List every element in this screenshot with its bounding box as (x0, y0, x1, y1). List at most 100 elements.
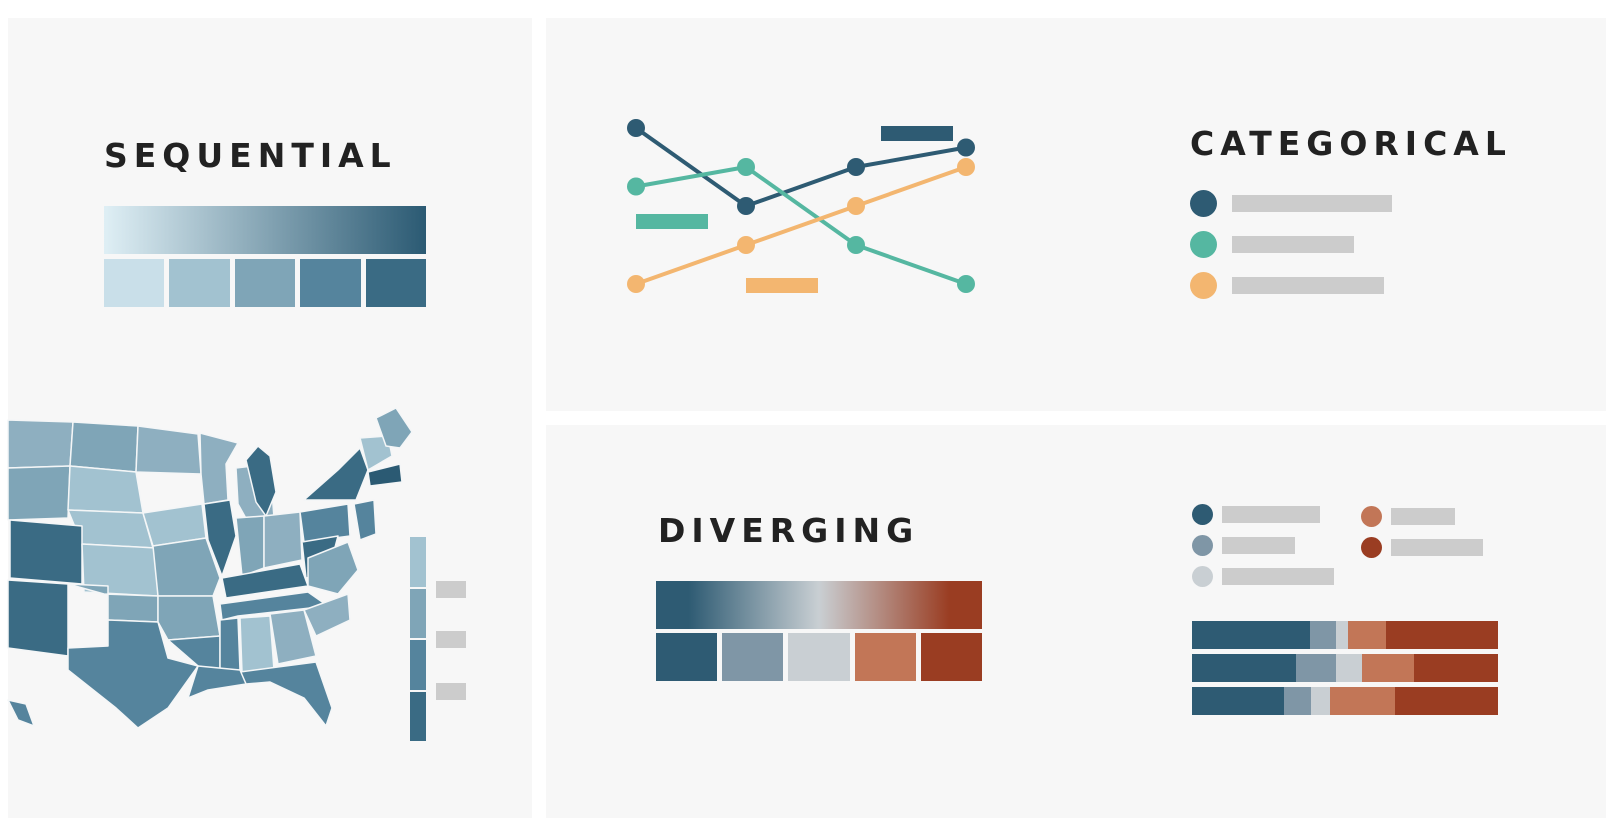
diverging-swatch (722, 633, 784, 681)
legend-label-placeholder (1232, 236, 1354, 253)
data-point (737, 158, 755, 176)
stacked-bar-segment (1311, 687, 1330, 715)
sequential-swatch (300, 259, 361, 307)
stacked-bar-segment (1361, 654, 1414, 682)
stacked-bar-segment (1413, 654, 1498, 682)
stacked-bar-segment (1283, 687, 1312, 715)
legend-label-placeholder (1232, 277, 1384, 294)
us-choropleth-map (7, 407, 413, 729)
map-region (359, 435, 393, 471)
series-line-3 (635, 165, 967, 286)
map-region (303, 593, 351, 637)
map-region (135, 425, 202, 475)
map-region (7, 465, 71, 521)
map-region (307, 541, 359, 595)
diverging-stacked-bar-chart (1192, 621, 1498, 720)
data-point (737, 197, 755, 215)
series-label-bar (746, 278, 818, 293)
sequential-swatch (234, 259, 296, 307)
legend-label-placeholder (1391, 508, 1455, 525)
map-region (239, 615, 275, 673)
map-region (67, 465, 144, 514)
categorical-title: CATEGORICAL (1190, 124, 1512, 163)
sequential-swatch (104, 259, 165, 307)
legend-swatch-dot (1361, 506, 1382, 527)
data-point (957, 275, 975, 293)
diverging-title: DIVERGING (658, 511, 920, 550)
legend-swatch-dot (1192, 566, 1213, 587)
sequential-gradient-bar (104, 206, 426, 254)
legend-swatch-dot (1190, 231, 1217, 258)
diverging-gradient-bar (656, 581, 982, 629)
map-region (7, 419, 74, 469)
sequential-panel: SEQUENTIAL (7, 18, 532, 818)
diverging-swatch (920, 633, 983, 681)
map-region (219, 617, 241, 673)
map-region (263, 511, 303, 569)
stacked-bar-segment (1192, 621, 1310, 649)
stacked-bar-segment (1386, 621, 1498, 649)
map-legend-step (410, 691, 426, 741)
map-region (157, 595, 221, 641)
map-region (269, 609, 317, 665)
data-point (627, 119, 645, 137)
data-point (847, 236, 865, 254)
legend-label-placeholder (1222, 568, 1334, 585)
sequential-title: SEQUENTIAL (104, 136, 397, 175)
data-point (627, 275, 645, 293)
legend-swatch-dot (1192, 535, 1213, 556)
map-region (353, 499, 377, 541)
map-region (367, 463, 403, 487)
sequential-swatch-row (104, 259, 427, 307)
map-region (7, 699, 35, 727)
data-point (957, 138, 975, 157)
series-line-1 (634, 126, 967, 208)
map-legend-scale (410, 537, 426, 741)
stacked-bar-segment (1335, 654, 1362, 682)
diverging-panel: DIVERGING (546, 425, 1606, 818)
series-label-bar (881, 126, 953, 141)
map-region (375, 407, 413, 449)
map-legend-step (410, 588, 426, 638)
map-region (239, 661, 333, 727)
map-region (235, 515, 265, 577)
stacked-bar-segment (1395, 687, 1498, 715)
stacked-bar-row (1192, 621, 1498, 649)
legend-swatch-dot (1361, 537, 1382, 558)
map-region (199, 432, 239, 505)
stacked-bar-segment (1309, 621, 1336, 649)
map-legend-label-placeholder (436, 581, 466, 598)
stacked-bar-segment (1296, 654, 1336, 682)
legend-label-placeholder (1391, 539, 1483, 556)
map-region (219, 591, 329, 621)
legend-swatch-dot (1192, 504, 1213, 525)
map-region (221, 563, 309, 599)
map-legend-step (410, 537, 426, 587)
categorical-panel: CATEGORICAL (546, 18, 1606, 411)
map-region (303, 447, 369, 501)
data-point (847, 197, 865, 215)
map-region (245, 445, 277, 517)
map-region (9, 519, 83, 585)
stacked-bar-segment (1348, 621, 1387, 649)
series-line-2 (635, 165, 967, 286)
map-region (7, 579, 69, 657)
diverging-swatch (788, 633, 850, 681)
map-region (152, 537, 221, 597)
map-region (203, 499, 237, 577)
map-legend-step (410, 640, 426, 690)
map-legend-label-placeholder (436, 631, 466, 648)
sequential-swatch (365, 259, 427, 307)
map-legend-label-placeholder (436, 683, 466, 700)
map-region (187, 665, 247, 699)
categorical-line-chart (627, 119, 975, 293)
data-point (847, 158, 865, 176)
legend-label-placeholder (1232, 195, 1392, 212)
stacked-bar-segment (1192, 654, 1297, 682)
data-point (957, 158, 975, 176)
diverging-swatch (656, 633, 718, 681)
stacked-bar-segment (1192, 687, 1284, 715)
diverging-swatch (854, 633, 916, 681)
legend-swatch-dot (1190, 272, 1217, 299)
map-region (67, 619, 199, 729)
